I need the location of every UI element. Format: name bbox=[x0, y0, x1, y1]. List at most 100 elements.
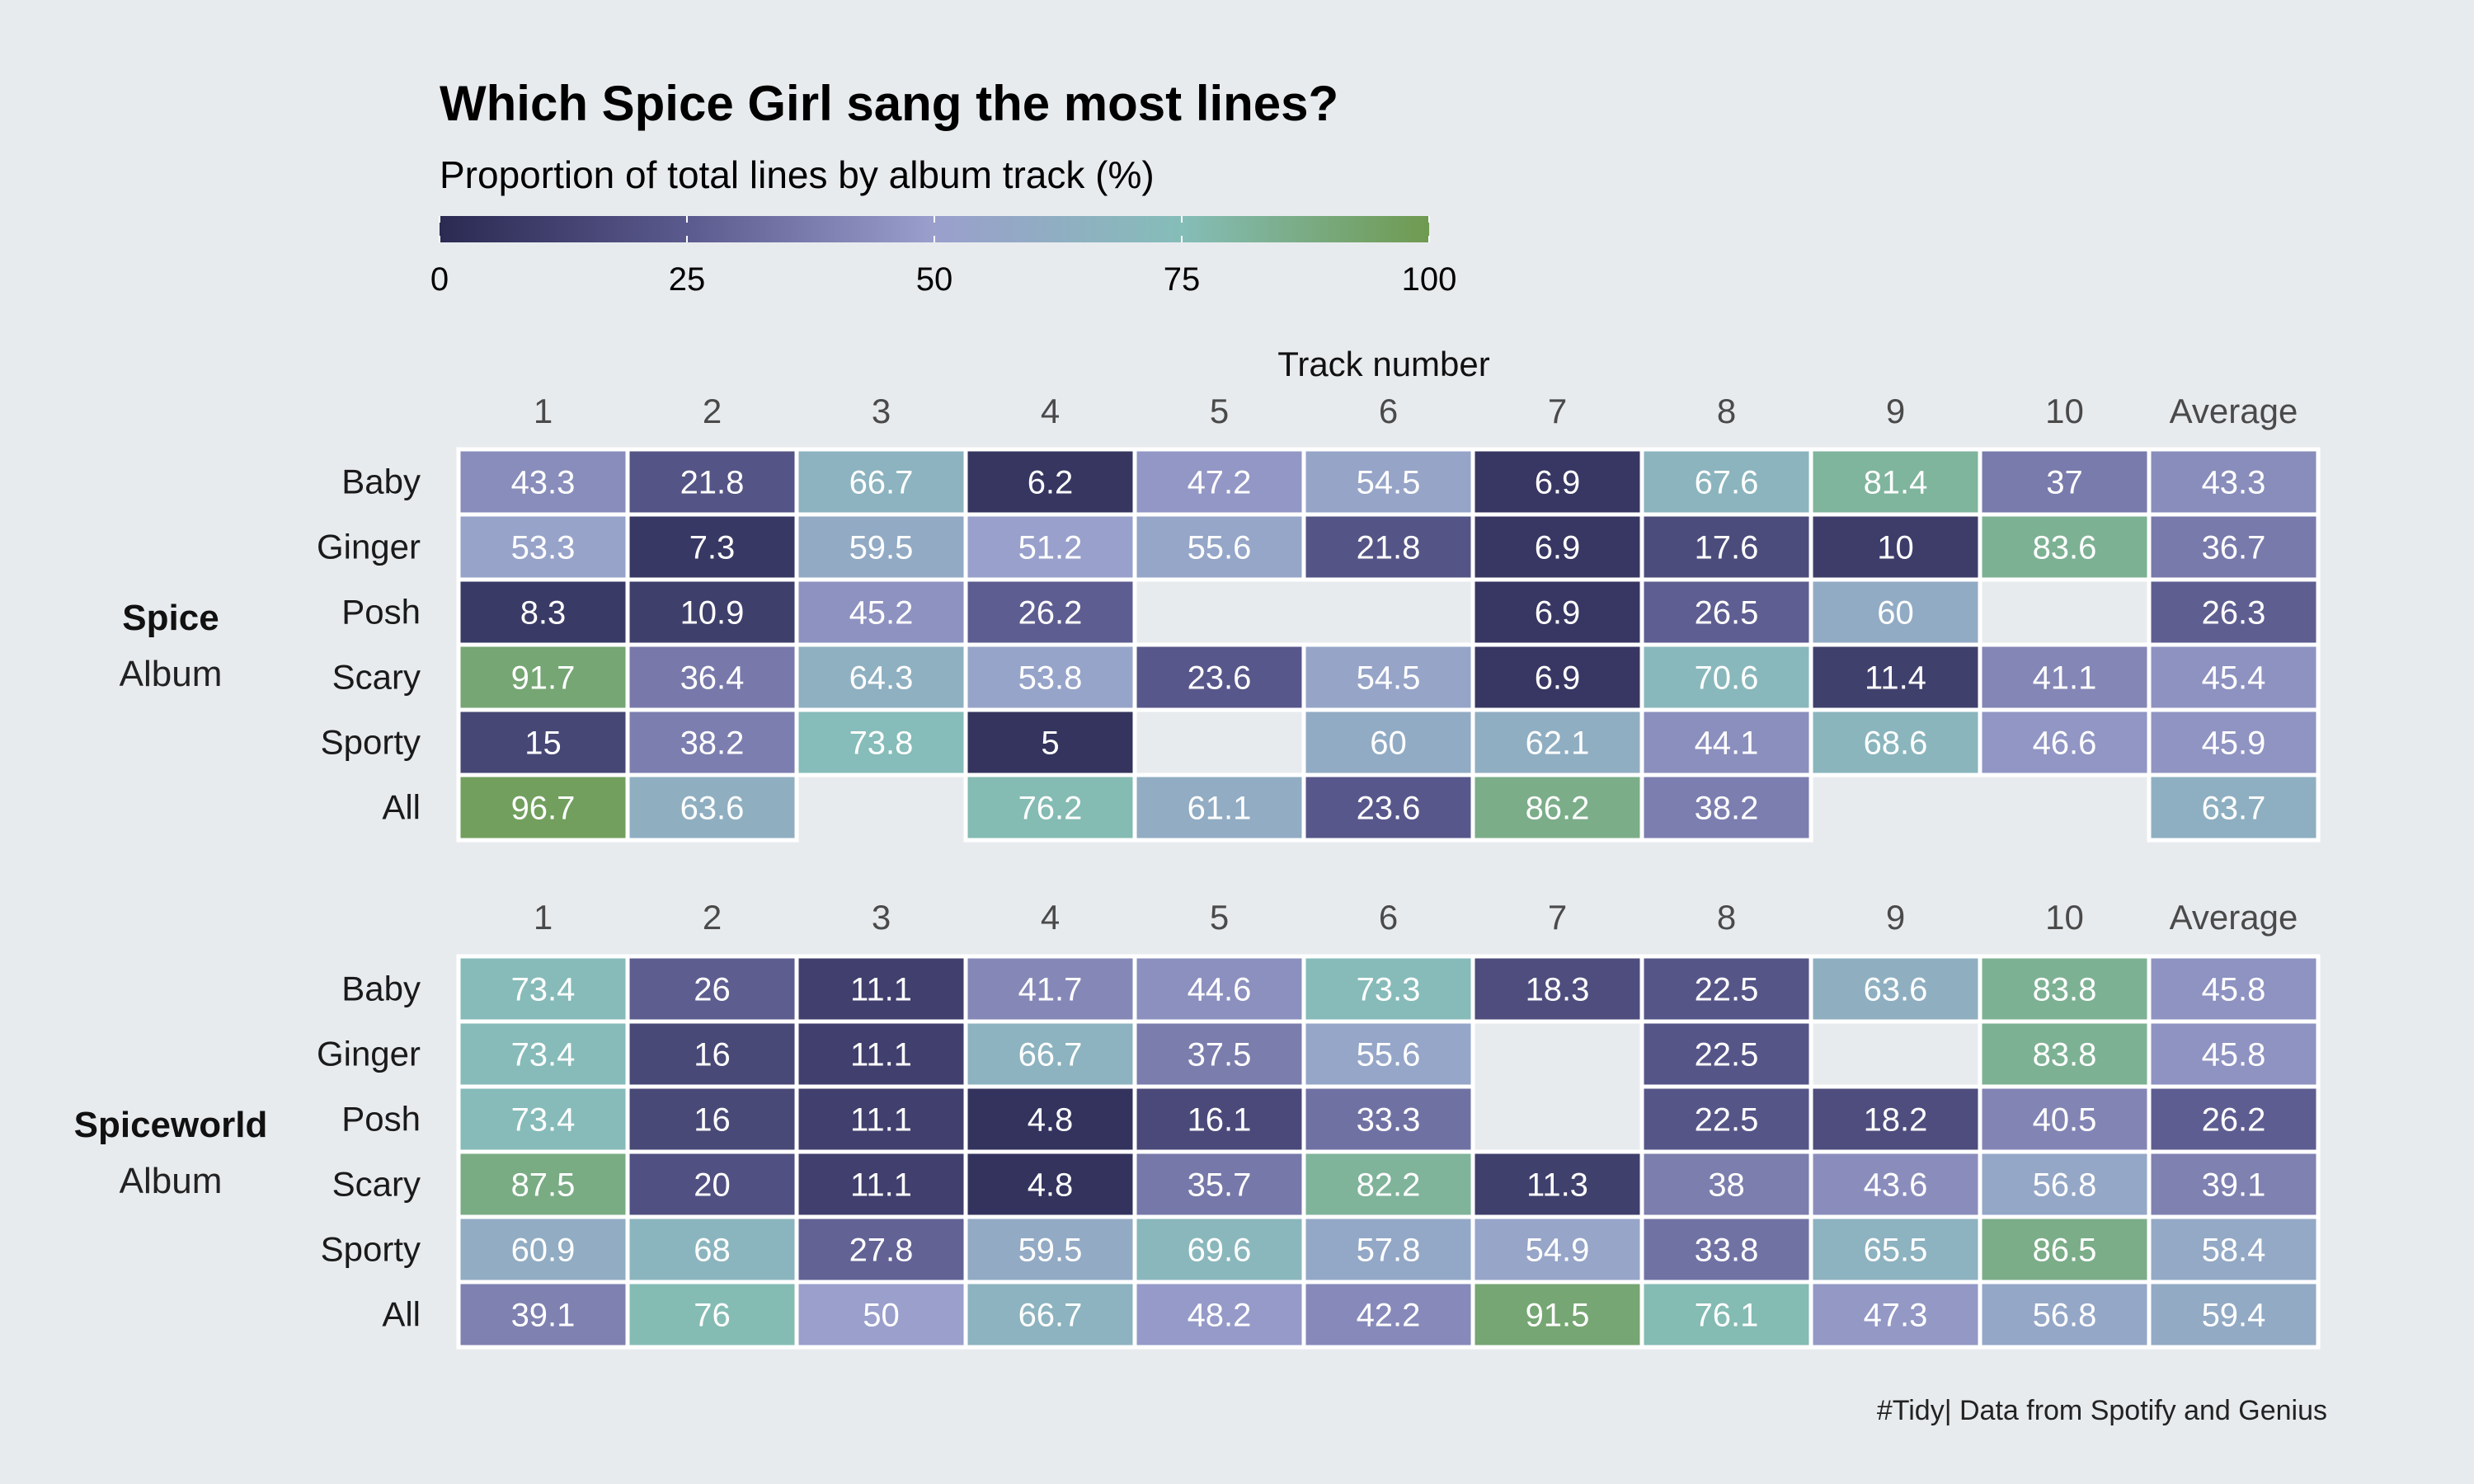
cell-value-label: 6.9 bbox=[1535, 465, 1581, 501]
cell-value-label: 73.8 bbox=[849, 726, 914, 762]
heatmap-cell bbox=[1978, 642, 2152, 712]
heatmap-cell bbox=[625, 1280, 799, 1350]
heatmap-cell bbox=[1470, 954, 1644, 1024]
heatmap-cell bbox=[1301, 1280, 1475, 1350]
row-label: Posh bbox=[341, 1100, 421, 1139]
heatmap-cell bbox=[1132, 773, 1306, 843]
cell-value-label: 73.4 bbox=[511, 1102, 576, 1139]
cell-value-label: 26.3 bbox=[2202, 595, 2266, 632]
cell-value-label: 38.2 bbox=[680, 726, 745, 762]
column-label: 4 bbox=[1041, 392, 1060, 430]
column-label: 5 bbox=[1210, 898, 1229, 937]
cell-value-label: 7.3 bbox=[689, 530, 736, 566]
cell-value-label: 70.6 bbox=[1695, 660, 1759, 697]
cell-value-label: 27.8 bbox=[849, 1233, 914, 1269]
heatmap-cell bbox=[794, 1280, 968, 1350]
cell-value-label: 58.4 bbox=[2202, 1233, 2266, 1269]
column-label: 10 bbox=[2045, 898, 2084, 937]
heatmap-cell bbox=[1639, 1019, 1813, 1089]
cell-value-label: 86.2 bbox=[1526, 791, 1590, 827]
heatmap-cell bbox=[2147, 642, 2321, 712]
cell-value-label: 45.2 bbox=[849, 595, 914, 632]
cell-value-label: 83.8 bbox=[2033, 972, 2097, 1008]
cell-value-label: 60 bbox=[1877, 595, 1914, 632]
cell-value-label: 33.8 bbox=[1695, 1233, 1759, 1269]
cell-value-label: 69.6 bbox=[1188, 1233, 1252, 1269]
heatmap-cell bbox=[1978, 512, 2152, 582]
cell-value-label: 39.1 bbox=[511, 1298, 576, 1334]
cell-value-label: 43.3 bbox=[2202, 465, 2266, 501]
heatmap-cell bbox=[1301, 1084, 1475, 1154]
row-label: Scary bbox=[332, 658, 421, 697]
cell-value-label: 10 bbox=[1877, 530, 1914, 566]
heatmap-cell bbox=[1978, 707, 2152, 777]
cell-value-label: 76 bbox=[694, 1298, 731, 1334]
cell-value-label: 60 bbox=[1370, 726, 1407, 762]
cell-value-label: 59.5 bbox=[1018, 1233, 1083, 1269]
cell-value-label: 23.6 bbox=[1357, 791, 1421, 827]
cell-value-label: 4.8 bbox=[1028, 1167, 1074, 1204]
heatmap-cell bbox=[2147, 447, 2321, 517]
color-legend: 0 25 50 75 100 bbox=[430, 216, 1456, 298]
album-sub-label: Album bbox=[120, 1161, 223, 1201]
heatmap-cell bbox=[794, 642, 968, 712]
cell-value-label: 63.6 bbox=[680, 791, 745, 827]
heatmap-cell bbox=[2147, 707, 2321, 777]
cell-value-label: 51.2 bbox=[1018, 530, 1083, 566]
cell-value-label: 45.8 bbox=[2202, 972, 2266, 1008]
heatmap-cell bbox=[1808, 707, 1982, 777]
heatmap-cell bbox=[1132, 1084, 1306, 1154]
cell-value-label: 63.7 bbox=[2202, 791, 2266, 827]
row-label: All bbox=[382, 1295, 421, 1334]
heatmap-cell bbox=[1301, 1149, 1475, 1219]
heatmap-cell bbox=[1808, 577, 1982, 647]
heatmap-panel-spiceworld: 1 2 3 4 5 6 7 8 9 10 Average Baby 73.4 26 11.1 41.7 44.6… bbox=[74, 898, 2321, 1350]
cell-value-label: 50 bbox=[863, 1298, 900, 1334]
column-label: 6 bbox=[1379, 392, 1398, 430]
heatmap-cell bbox=[794, 512, 968, 582]
heatmap-cell bbox=[1639, 1280, 1813, 1350]
cell-value-label: 63.6 bbox=[1864, 972, 1928, 1008]
cell-value-label: 73.3 bbox=[1357, 972, 1421, 1008]
cell-value-label: 41.1 bbox=[2033, 660, 2097, 697]
cell-value-label: 5 bbox=[1041, 726, 1059, 762]
cell-value-label: 10.9 bbox=[680, 595, 745, 632]
x-axis-title: Track number bbox=[1277, 345, 1490, 383]
heatmap-cell bbox=[1639, 773, 1813, 843]
cell-value-label: 11.3 bbox=[1526, 1167, 1588, 1204]
row-label: All bbox=[382, 788, 421, 827]
heatmap-cell bbox=[2147, 1214, 2321, 1284]
column-label: 8 bbox=[1717, 898, 1736, 937]
column-label: 7 bbox=[1548, 392, 1567, 430]
cell-value-label: 22.5 bbox=[1695, 1102, 1759, 1139]
heatmap-panel-spice: 1 2 3 4 5 6 7 8 9 10 Average Baby 43.3 21.8 66.7 6.2 47.… bbox=[120, 392, 2321, 843]
row-label: Scary bbox=[332, 1165, 421, 1204]
legend-tick-label: 75 bbox=[1164, 261, 1201, 298]
cell-value-label: 44.1 bbox=[1695, 726, 1759, 762]
cell-value-label: 54.5 bbox=[1357, 660, 1421, 697]
cell-value-label: 53.3 bbox=[511, 530, 576, 566]
heatmap-cell bbox=[1132, 512, 1306, 582]
cell-value-label: 57.8 bbox=[1357, 1233, 1421, 1269]
cell-value-label: 47.3 bbox=[1864, 1298, 1928, 1334]
heatmap-cell bbox=[2147, 954, 2321, 1024]
row-label: Ginger bbox=[317, 528, 421, 566]
cell-value-label: 43.3 bbox=[511, 465, 576, 501]
cell-value-label: 21.8 bbox=[680, 465, 745, 501]
heatmap-cell bbox=[456, 954, 630, 1024]
cell-value-label: 53.8 bbox=[1018, 660, 1083, 697]
chart-caption: #Tidy| Data from Spotify and Genius bbox=[1877, 1395, 2327, 1426]
cell-value-label: 59.4 bbox=[2202, 1298, 2266, 1334]
heatmap-cell bbox=[963, 1280, 1137, 1350]
cell-value-label: 38.2 bbox=[1695, 791, 1759, 827]
heatmap-cell bbox=[625, 447, 799, 517]
cell-value-label: 55.6 bbox=[1357, 1037, 1421, 1073]
cell-value-label: 83.6 bbox=[2033, 530, 2097, 566]
cell-value-label: 11.1 bbox=[850, 1102, 912, 1139]
cell-value-label: 11.4 bbox=[1865, 660, 1926, 697]
heatmap-cell bbox=[2147, 773, 2321, 843]
column-label: 3 bbox=[872, 898, 891, 937]
column-label: 10 bbox=[2045, 392, 2084, 430]
heatmap-cell bbox=[1808, 954, 1982, 1024]
heatmap-cell bbox=[1808, 1149, 1982, 1219]
